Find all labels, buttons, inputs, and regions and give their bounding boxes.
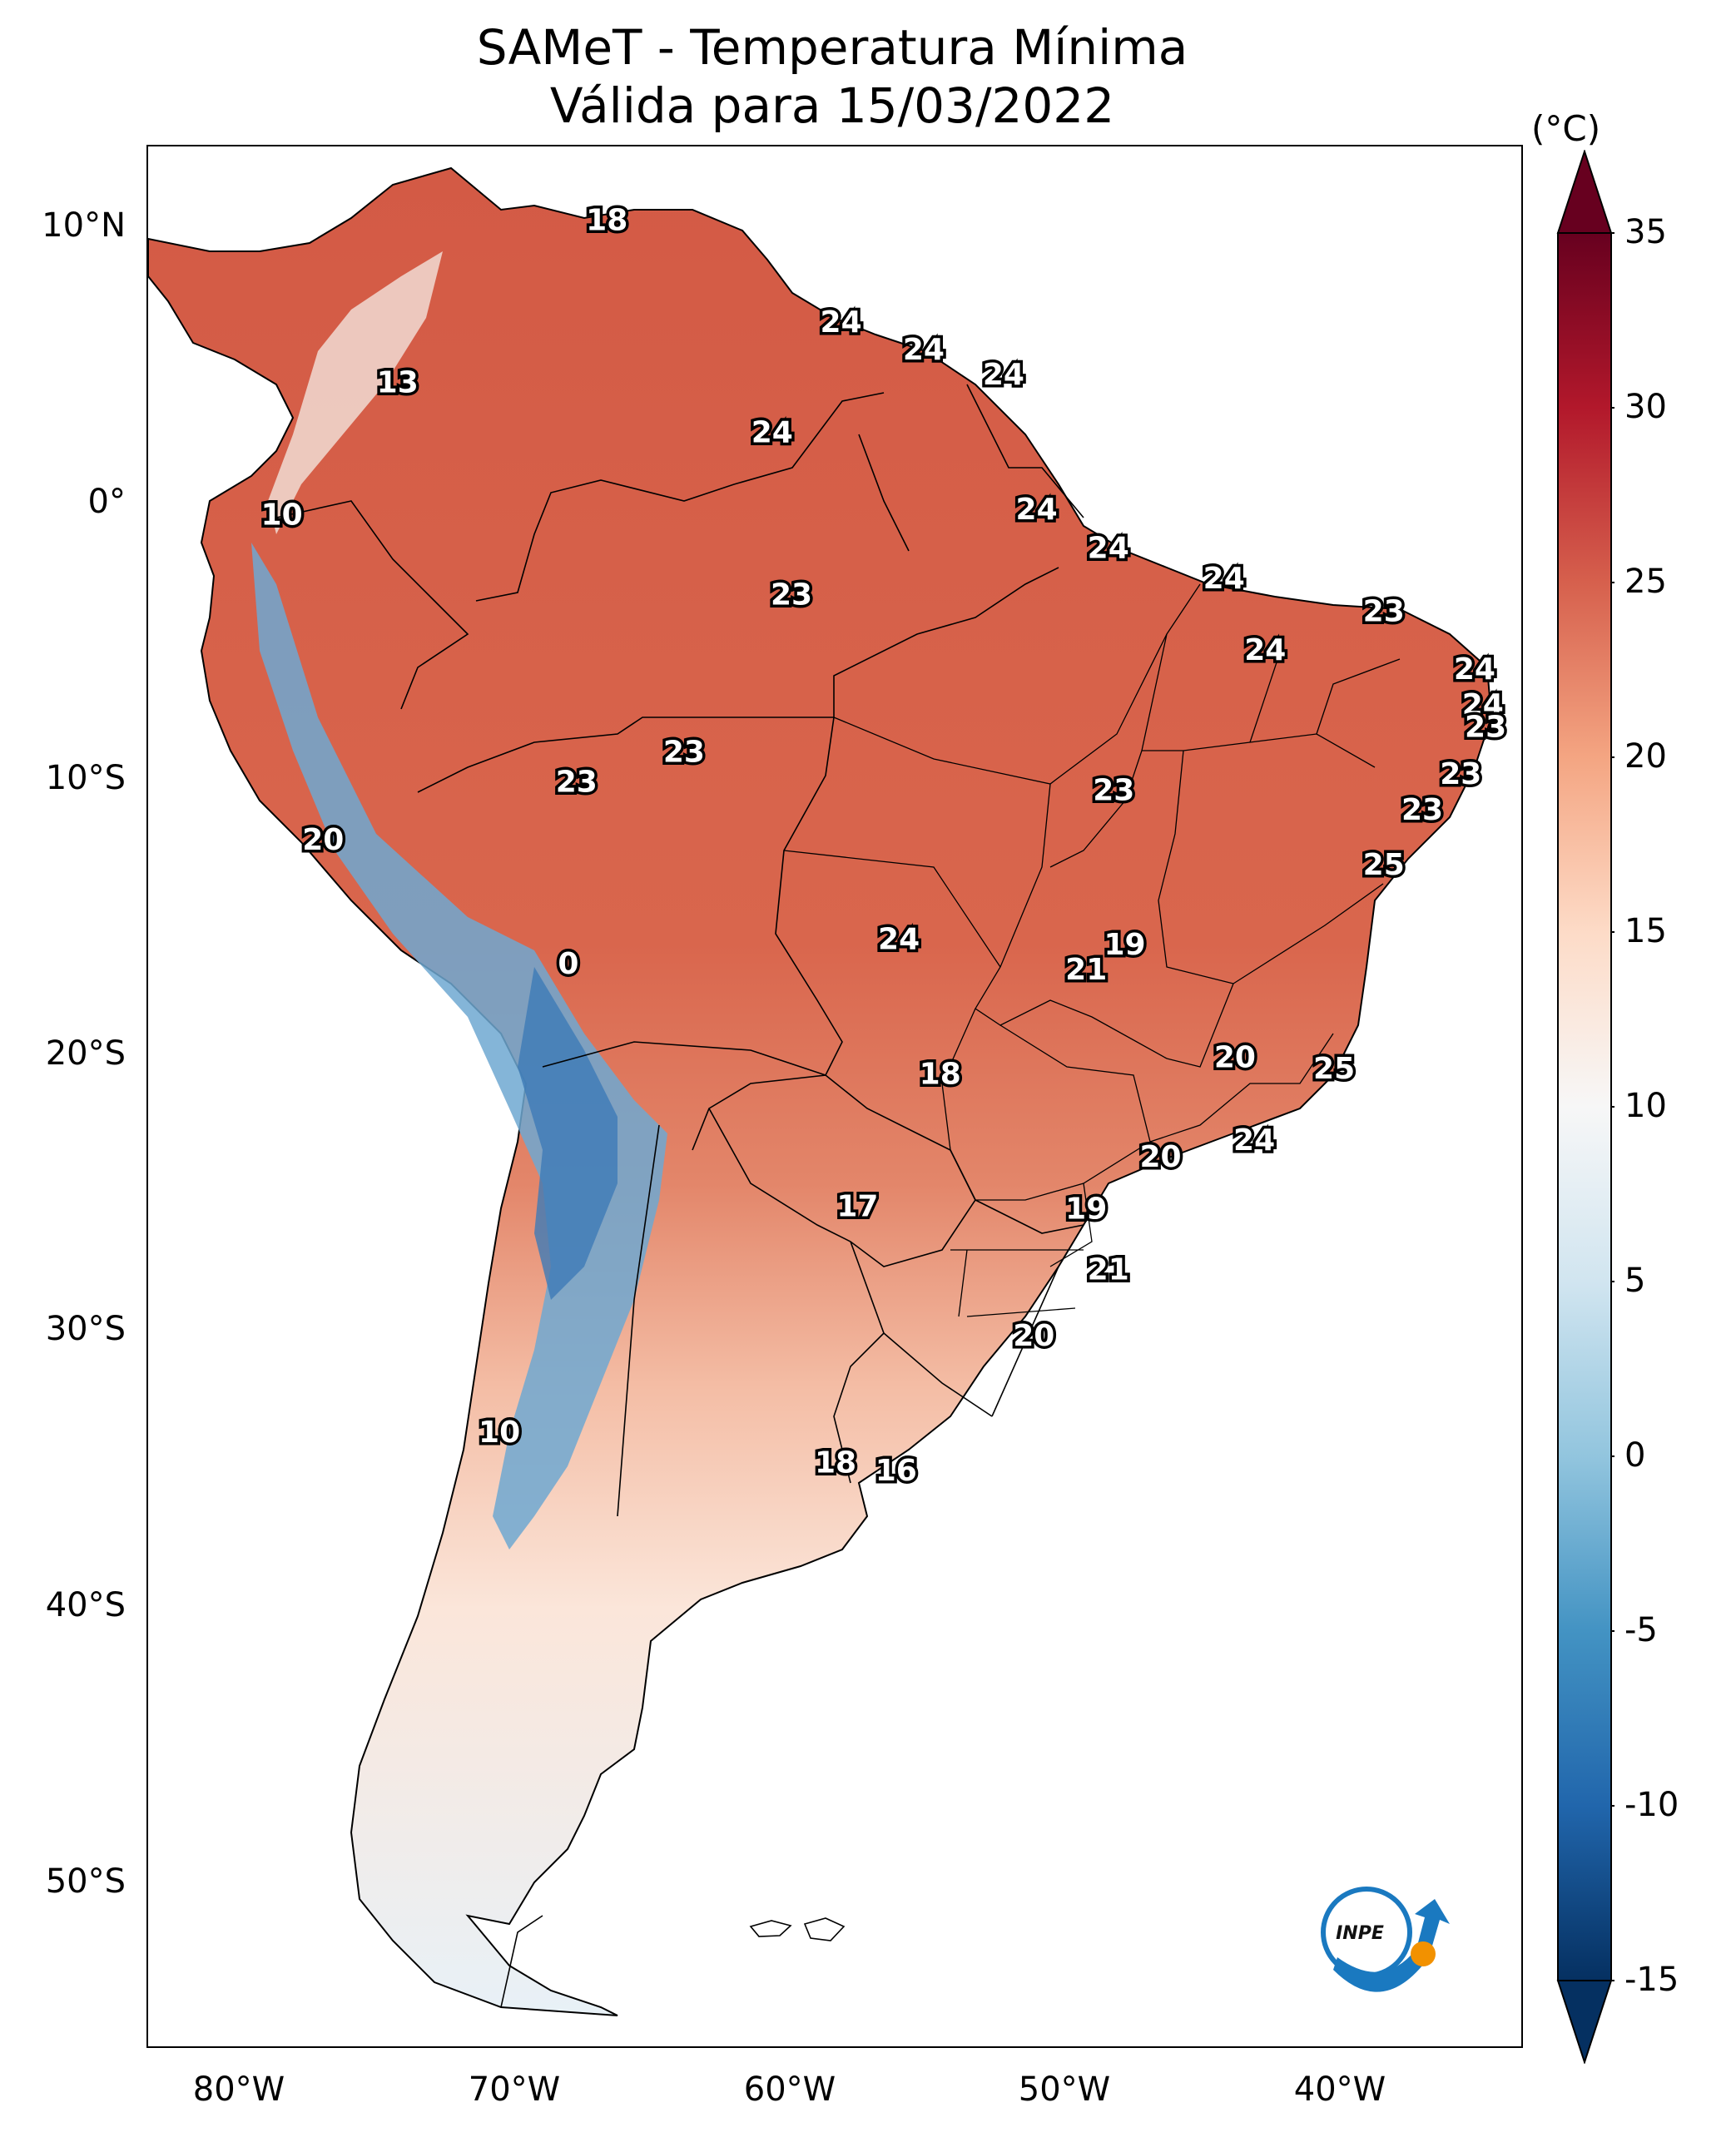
andes-deep-cold: [518, 967, 618, 1300]
falkland-islands: [749, 1917, 846, 1941]
station-value: 24: [821, 305, 862, 340]
station-value: 24: [1462, 688, 1504, 722]
station-value: 19: [1104, 928, 1145, 962]
colorbar-tick-label: -15: [1624, 1961, 1679, 1999]
lon-label-70w: 70°W: [468, 2070, 561, 2109]
lon-label-40w: 40°W: [1293, 2070, 1386, 2109]
station-value: 0: [558, 947, 578, 981]
colorbar-tick-label: 20: [1624, 737, 1667, 776]
station-value: 23: [556, 766, 598, 800]
lat-label-50s: 50°S: [45, 1862, 126, 1901]
lat-label-40s: 40°S: [45, 1586, 126, 1624]
colorbar-tick-label: 10: [1624, 1087, 1667, 1125]
lat-label-10s: 10°S: [45, 759, 126, 797]
andes-cold-band: [251, 543, 667, 1550]
station-value: 18: [586, 203, 627, 237]
station-value: 23: [1440, 757, 1481, 791]
state-borders: [783, 583, 1401, 1317]
station-value: 25: [1363, 848, 1405, 882]
colorbar-tick-label: 15: [1624, 912, 1667, 950]
station-value: 19: [1065, 1193, 1107, 1227]
colorbar-ticks: [1611, 232, 1614, 1981]
map-title: SAMeT - Temperatura Mínima Válida para 1…: [0, 18, 1664, 135]
colorbar: [1556, 150, 1614, 2064]
title-line-2: Válida para 15/03/2022: [549, 77, 1115, 134]
colorbar-tick-label: -10: [1624, 1786, 1679, 1824]
station-value: 20: [1214, 1041, 1256, 1075]
station-value: 24: [1016, 493, 1058, 527]
station-value: 24: [1244, 633, 1286, 667]
inpe-logo-dot-icon: [1411, 1941, 1436, 1966]
map-frame: 18 13 24 24 24 24 10 24 24 23 24 23 24 24 24 23 23 23 23 23…: [146, 145, 1523, 2048]
station-value: 20: [302, 823, 344, 857]
station-value: 20: [1139, 1140, 1181, 1174]
colorbar-tick-label: 35: [1624, 213, 1667, 251]
colorbar-tick-label: 25: [1624, 563, 1667, 601]
colorbar-tick-label: -5: [1624, 1611, 1658, 1649]
station-value: 24: [903, 333, 945, 367]
inpe-logo-text: INPE: [1336, 1923, 1384, 1944]
station-value: 24: [1088, 531, 1129, 565]
station-value: 24: [1203, 562, 1245, 596]
colorbar-unit: (°C): [1531, 108, 1601, 149]
station-value: 24: [878, 922, 920, 956]
station-value: 24: [983, 358, 1024, 392]
station-value: 25: [1313, 1052, 1355, 1086]
lon-label-50w: 50°W: [1018, 2070, 1111, 2109]
inpe-logo: INPE: [1321, 1887, 1450, 1992]
colorbar-tick-label: 5: [1624, 1262, 1646, 1300]
colorbar-lower-extend: [1556, 1980, 1613, 2064]
south-america-landmass: [148, 166, 1493, 2016]
northern-andes-cool: [268, 251, 443, 534]
colorbar-upper-extend: [1556, 150, 1613, 234]
lat-label-20s: 20°S: [45, 1034, 126, 1073]
station-value: 23: [1401, 793, 1443, 827]
colorbar-body: [1557, 232, 1612, 1981]
colorbar-tick-label: 30: [1624, 388, 1667, 426]
station-value: 10: [261, 498, 303, 533]
lon-label-80w: 80°W: [192, 2070, 285, 2109]
station-value: 23: [1363, 595, 1405, 629]
station-value: 24: [751, 415, 793, 449]
station-value: 17: [836, 1189, 878, 1223]
lat-label-0: 0°: [87, 483, 126, 521]
station-value: 20: [1013, 1319, 1054, 1353]
station-value: 10: [479, 1416, 520, 1450]
station-value: 23: [1093, 774, 1134, 808]
station-value: 23: [663, 735, 705, 769]
station-value: 23: [771, 578, 812, 612]
station-value: 23: [1465, 711, 1506, 745]
lat-label-10n: 10°N: [42, 206, 126, 245]
station-value: 13: [377, 366, 419, 400]
station-value: 24: [1454, 652, 1495, 687]
lon-label-60w: 60°W: [743, 2070, 836, 2109]
colorbar-tick-label: 0: [1624, 1436, 1646, 1475]
country-borders: [275, 384, 1084, 2008]
station-value: 24: [1233, 1123, 1275, 1158]
station-value: 18: [815, 1445, 856, 1480]
lat-label-30s: 30°S: [45, 1310, 126, 1348]
title-line-1: SAMeT - Temperatura Mínima: [476, 19, 1188, 76]
station-value: 21: [1065, 953, 1107, 987]
station-value: 21: [1088, 1253, 1129, 1287]
station-value: 16: [875, 1454, 917, 1488]
station-value: 18: [920, 1058, 961, 1092]
